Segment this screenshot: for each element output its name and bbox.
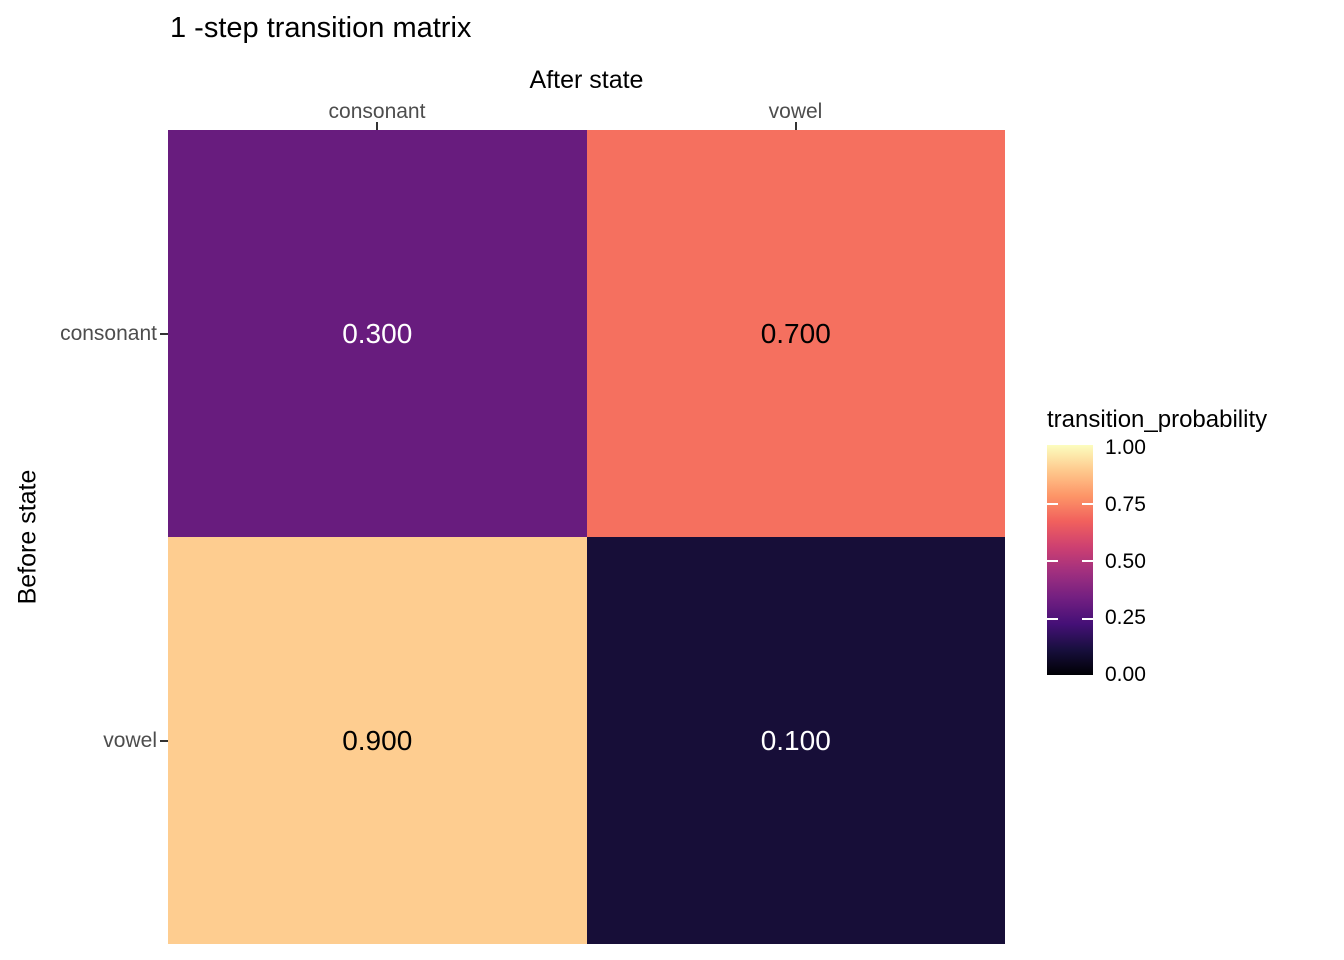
heatmap-cell-vowel-vowel: 0.100 xyxy=(586,537,1005,944)
legend-title: transition_probability xyxy=(1047,406,1268,433)
legend-tick-mark xyxy=(1047,617,1058,620)
legend-tick-mark xyxy=(1047,502,1058,505)
legend-tick-mark xyxy=(1082,502,1093,505)
legend-tick-mark xyxy=(1082,560,1093,562)
legend-label-1.00: 1.00 xyxy=(1105,436,1146,459)
legend-colorbar xyxy=(1047,445,1093,675)
legend-label-0.25: 0.25 xyxy=(1105,606,1146,629)
heatmap-cell-vowel-consonant: 0.900 xyxy=(168,537,587,944)
heatmap-cell-consonant-vowel: 0.700 xyxy=(586,130,1005,537)
x-tick-label-consonant: consonant xyxy=(328,100,426,123)
x-tick-label-vowel: vowel xyxy=(768,100,823,123)
y-axis-title: Before state xyxy=(13,469,42,605)
heatmap-cell-consonant-consonant: 0.300 xyxy=(168,130,587,537)
chart-title: 1 -step transition matrix xyxy=(170,12,472,44)
x-axis-title: After state xyxy=(529,66,644,94)
x-tick-mark xyxy=(376,122,378,130)
y-tick-mark xyxy=(160,740,168,742)
cell-value: 0.100 xyxy=(760,724,831,756)
legend-tick-mark xyxy=(1047,560,1058,562)
x-tick-mark xyxy=(795,122,797,130)
y-tick-mark xyxy=(160,333,168,335)
cell-value: 0.300 xyxy=(342,317,413,349)
heatmap-grid: 0.300 0.700 0.900 0.100 xyxy=(168,130,1005,944)
cell-value: 0.900 xyxy=(342,724,413,756)
legend-tick-mark xyxy=(1082,617,1093,620)
y-tick-label-consonant: consonant xyxy=(60,322,157,345)
cell-value: 0.700 xyxy=(760,317,831,349)
legend-label-0.50: 0.50 xyxy=(1105,550,1146,573)
legend-label-0.75: 0.75 xyxy=(1105,493,1146,516)
y-tick-label-vowel: vowel xyxy=(103,729,157,752)
legend-label-0.00: 0.00 xyxy=(1105,663,1146,686)
